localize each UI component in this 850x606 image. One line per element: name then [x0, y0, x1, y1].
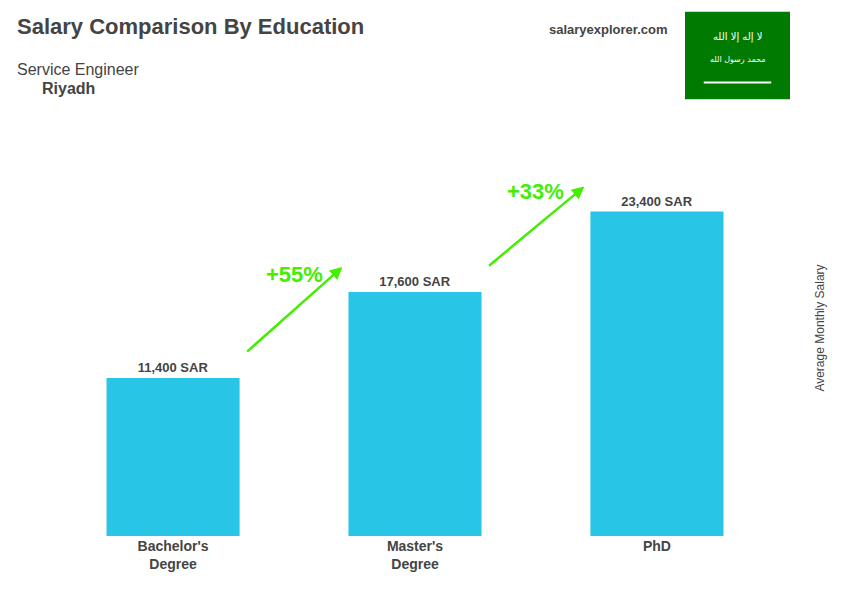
- svg-text:محمد رسول الله: محمد رسول الله: [710, 55, 765, 64]
- svg-text:Master'sDegree: Master'sDegree: [387, 538, 443, 572]
- svg-text:+55%: +55%: [266, 262, 323, 287]
- svg-text:لا إله إلا الله: لا إله إلا الله: [713, 31, 762, 43]
- svg-text:PhD: PhD: [643, 538, 671, 554]
- svg-text:23,400 SAR: 23,400 SAR: [621, 194, 692, 209]
- svg-text:Bachelor'sDegree: Bachelor'sDegree: [138, 538, 209, 572]
- svg-text:17,600 SAR: 17,600 SAR: [379, 274, 450, 289]
- svg-text:Riyadh: Riyadh: [42, 80, 95, 97]
- svg-text:salaryexplorer.com: salaryexplorer.com: [549, 22, 668, 37]
- svg-text:Average Monthly Salary: Average Monthly Salary: [813, 264, 827, 391]
- svg-text:11,400 SAR: 11,400 SAR: [138, 360, 209, 375]
- svg-text:Service Engineer: Service Engineer: [17, 61, 140, 78]
- svg-text:Salary Comparison By Education: Salary Comparison By Education: [17, 14, 364, 39]
- svg-text:+33%: +33%: [507, 179, 564, 204]
